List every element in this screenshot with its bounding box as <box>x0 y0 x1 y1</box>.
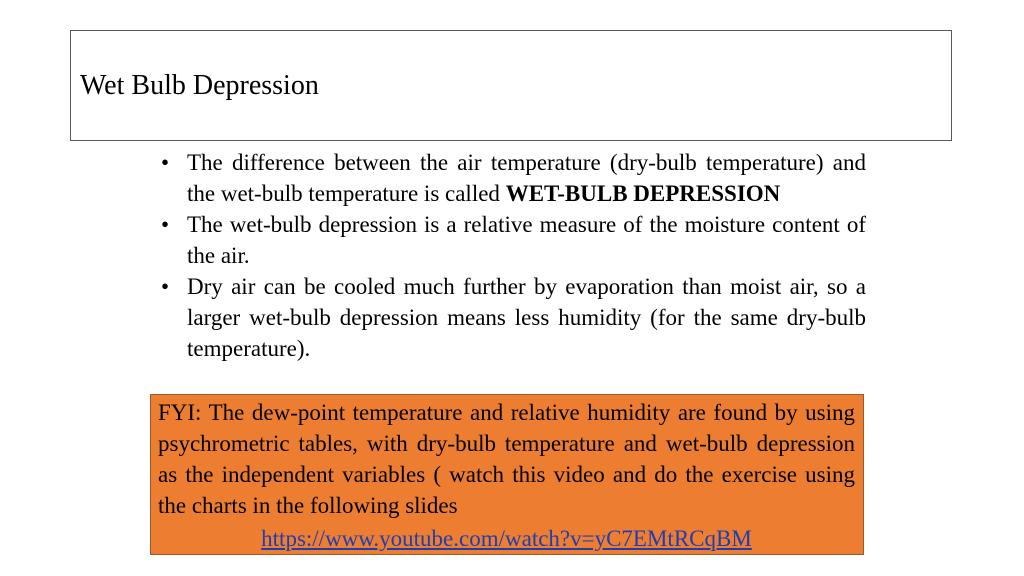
bullet-text: Dry air can be cooled much further by ev… <box>187 274 866 361</box>
fyi-callout: FYI: The dew-point temperature and relat… <box>150 394 864 555</box>
fyi-text: FYI: The dew-point temperature and relat… <box>158 400 855 518</box>
bullet-bold-term: WET-BULB DEPRESSION <box>505 181 781 206</box>
bullet-item: • Dry air can be cooled much further by … <box>155 271 866 364</box>
bullet-dot-icon: • <box>160 150 170 175</box>
title-box: Wet Bulb Depression <box>70 30 952 141</box>
bullet-text: The difference between the air temperatu… <box>187 150 866 206</box>
youtube-video-link[interactable]: https://www.youtube.com/watch?v=yC7EMtRC… <box>261 526 752 551</box>
slide-title: Wet Bulb Depression <box>80 70 319 101</box>
bullet-item: • The wet-bulb depression is a relative … <box>155 209 866 271</box>
bullet-list: • The difference between the air tempera… <box>155 147 866 364</box>
bullet-dot-icon: • <box>160 274 170 299</box>
bullet-item: • The difference between the air tempera… <box>155 147 866 209</box>
bullet-dot-icon: • <box>160 212 170 237</box>
bullet-text: The wet-bulb depression is a relative me… <box>187 212 866 268</box>
